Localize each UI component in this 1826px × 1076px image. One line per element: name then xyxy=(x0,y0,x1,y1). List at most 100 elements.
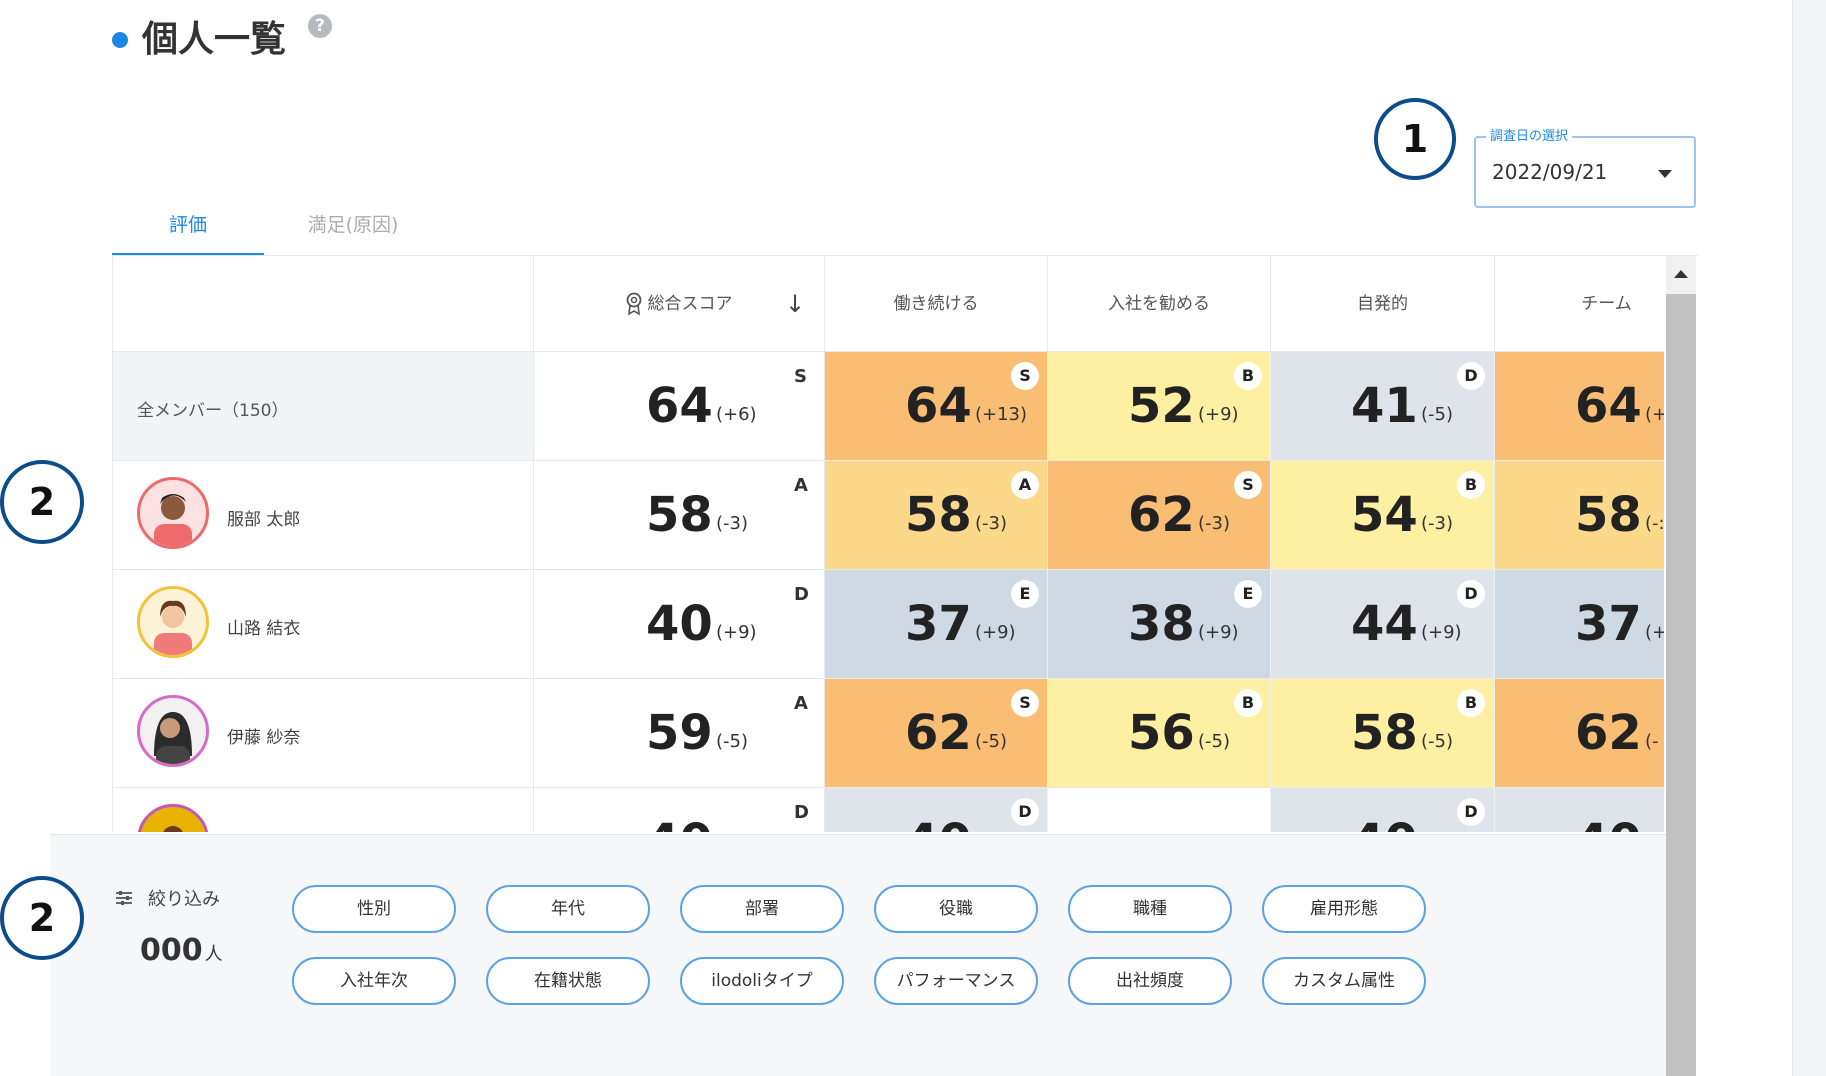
member-name[interactable]: 伊藤 紗奈 xyxy=(227,728,301,748)
grade-badge: E xyxy=(1011,580,1039,608)
grade-badge: A xyxy=(1011,471,1039,499)
score-cell: 54 (-3) B xyxy=(1271,461,1495,569)
member-name: 全メンバー（150） xyxy=(137,401,289,421)
member-name[interactable]: 服部 太郎 xyxy=(227,510,301,530)
filter-panel: 絞り込み 000 人 性別 年代 部署 役職 職種 雇用形態 入社年次 在籍状態 … xyxy=(50,834,1666,1076)
total-score: 40 xyxy=(646,596,713,652)
filter-chip-attendance[interactable]: 出社頻度 xyxy=(1068,957,1232,1005)
filter-chip-ilodoli-type[interactable]: ilodoliタイプ xyxy=(680,957,844,1005)
tabs-divider xyxy=(112,255,1698,256)
total-score-cell: 40 D xyxy=(534,788,825,832)
total-diff: (+6) xyxy=(716,404,757,425)
table-row[interactable]: 伊藤 紗奈 59 (-5) A 62 (-5) S 56 (-5) B 58 (… xyxy=(113,679,1664,788)
score-cell: 62 (- xyxy=(1495,679,1664,787)
person-avatar-icon xyxy=(154,712,192,764)
score-cell: 52 (+9) B xyxy=(1048,352,1271,460)
help-icon[interactable]: ? xyxy=(308,14,332,38)
total-grade: A xyxy=(794,475,808,496)
filter-chip-position[interactable]: 役職 xyxy=(874,885,1038,933)
filter-chip-status[interactable]: 在籍状態 xyxy=(486,957,650,1005)
total-score-cell: 58 (-3) A xyxy=(534,461,825,569)
score-diff: (+9) xyxy=(1421,622,1462,643)
header-col-2[interactable]: 入社を勧める xyxy=(1048,256,1271,352)
score-cell: 44 (+9) D xyxy=(1271,570,1495,678)
avatar xyxy=(137,477,209,549)
person-avatar-icon xyxy=(154,494,192,546)
table-row[interactable]: 服部 太郎 58 (-3) A 58 (-3) A 62 (-3) S 54 (… xyxy=(113,461,1664,570)
score-cell: 37 (+9) E xyxy=(825,570,1048,678)
callout-1: 1 xyxy=(1374,98,1456,180)
filter-chip-age[interactable]: 年代 xyxy=(486,885,650,933)
avatar xyxy=(137,804,209,832)
total-grade: D xyxy=(794,584,809,605)
grade-badge: S xyxy=(1234,471,1262,499)
score-diff: (+ xyxy=(1645,404,1664,425)
tab-evaluation[interactable]: 評価 xyxy=(112,208,264,256)
right-edge-panel xyxy=(1792,0,1826,1076)
score: 62 xyxy=(1575,705,1642,761)
filter-chip-performance[interactable]: パフォーマンス xyxy=(874,957,1038,1005)
score-cell: 56 (-5) B xyxy=(1048,679,1271,787)
grade-badge: S xyxy=(1011,362,1039,390)
header-col-4[interactable]: チーム xyxy=(1495,256,1664,352)
sort-arrow-down-icon[interactable]: ↓ xyxy=(785,290,806,318)
scroll-up-arrow-icon[interactable] xyxy=(1674,270,1688,278)
person-avatar-icon xyxy=(163,826,183,832)
total-score-cell: 40 (+9) D xyxy=(534,570,825,678)
tab-satisfaction[interactable]: 満足(原因) xyxy=(307,214,399,236)
score-diff: (-3) xyxy=(1421,513,1453,534)
score-diff: (+9) xyxy=(1198,404,1239,425)
survey-date-select[interactable]: 調査日の選択 2022/09/21 xyxy=(1474,128,1696,208)
award-ribbon-icon xyxy=(626,292,641,316)
total-grade: S xyxy=(794,366,807,387)
score-cell: 58 (-3) A xyxy=(825,461,1048,569)
filter-chip-department[interactable]: 部署 xyxy=(680,885,844,933)
filter-chip-employment-type[interactable]: 雇用形態 xyxy=(1262,885,1426,933)
header-total-score[interactable]: 総合スコア xyxy=(534,256,825,352)
filter-chip-join-year[interactable]: 入社年次 xyxy=(292,957,456,1005)
score-diff: (-3) xyxy=(1198,513,1230,534)
header-col-1[interactable]: 働き続ける xyxy=(825,256,1048,352)
scrollbar-thumb[interactable] xyxy=(1666,294,1696,1076)
score: 64 xyxy=(1575,378,1642,434)
score: 44 xyxy=(1351,596,1418,652)
header-total-label: 総合スコア xyxy=(647,294,733,314)
total-score: 59 xyxy=(646,705,713,761)
total-diff: (-5) xyxy=(716,731,748,752)
table-header-row: 総合スコア ↓ 働き続ける 入社を勧める 自発的 チーム xyxy=(113,256,1664,352)
score-cell: 64 (+13) S xyxy=(825,352,1048,460)
grade-badge: B xyxy=(1234,362,1262,390)
avatar xyxy=(137,695,209,767)
score: 64 xyxy=(905,378,972,434)
header-col-3[interactable]: 自発的 xyxy=(1271,256,1495,352)
filter-chip-custom[interactable]: カスタム属性 xyxy=(1262,957,1426,1005)
score-diff: (-: xyxy=(1645,513,1664,534)
score-diff: (-5) xyxy=(1198,731,1230,752)
score: 62 xyxy=(1128,487,1195,543)
score-cell: 40 xyxy=(1495,788,1664,832)
title-bullet-icon xyxy=(112,32,128,48)
filter-chip-gender[interactable]: 性別 xyxy=(292,885,456,933)
survey-date-value: 2022/09/21 xyxy=(1492,160,1608,184)
grade-badge: B xyxy=(1234,689,1262,717)
score: 40 xyxy=(905,818,972,832)
score-cell: 58 (-: xyxy=(1495,461,1664,569)
total-diff: (+9) xyxy=(716,622,757,643)
filter-chip-job-type[interactable]: 職種 xyxy=(1068,885,1232,933)
filter-count-unit: 人 xyxy=(204,944,223,965)
score-diff: (+13) xyxy=(975,404,1028,425)
member-name[interactable]: 山路 結衣 xyxy=(227,619,301,639)
grade-badge: B xyxy=(1457,689,1485,717)
grade-badge: D xyxy=(1457,798,1485,826)
total-grade: A xyxy=(794,693,808,714)
caret-down-icon xyxy=(1658,170,1672,178)
table-row[interactable]: 山路 結衣 40 (+9) D 37 (+9) E 38 (+9) E 44 (… xyxy=(113,570,1664,679)
grade-badge: D xyxy=(1457,362,1485,390)
score: 58 xyxy=(905,487,972,543)
total-grade: D xyxy=(794,802,809,823)
name-cell: 伊藤 紗奈 xyxy=(113,679,534,787)
table-row-all-members[interactable]: 全メンバー（150） 64 (+6) S 64 (+13) S 52 (+9) … xyxy=(113,352,1664,461)
filter-label: 絞り込み xyxy=(148,889,220,910)
table-row[interactable]: 40 D 40 D 40 D 40 xyxy=(113,788,1664,832)
